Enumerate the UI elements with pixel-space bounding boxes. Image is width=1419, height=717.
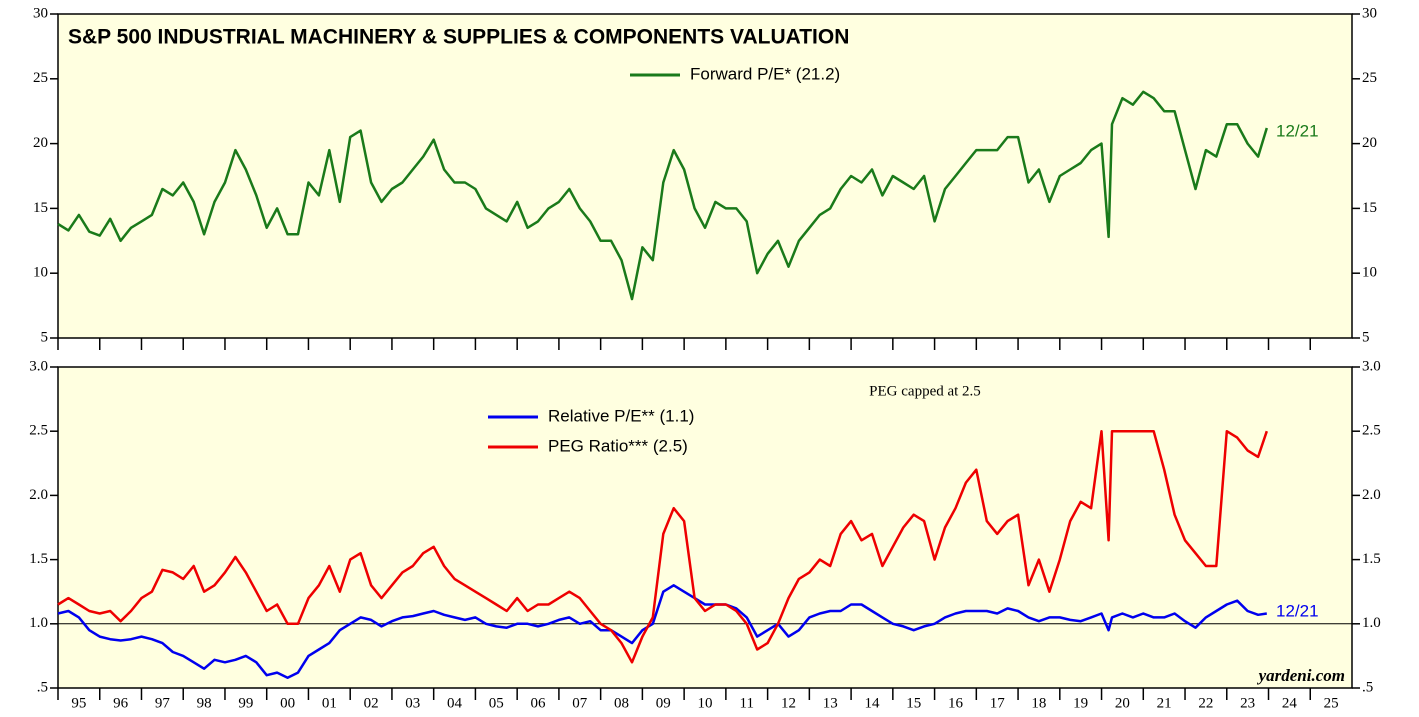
y-tick-label: 15 bbox=[1362, 200, 1377, 216]
x-tick-label: 12 bbox=[781, 695, 796, 711]
x-tick-label: 96 bbox=[113, 695, 129, 711]
y-tick-label: 1.0 bbox=[1362, 615, 1381, 631]
x-tick-label: 14 bbox=[864, 695, 880, 711]
y-tick-label: 2.0 bbox=[29, 487, 48, 503]
x-tick-label: 04 bbox=[447, 695, 463, 711]
x-tick-label: 06 bbox=[531, 695, 547, 711]
series-line bbox=[57, 584, 1267, 679]
x-tick-label: 19 bbox=[1073, 695, 1088, 711]
legend-label: Relative P/E** (1.1) bbox=[548, 406, 694, 425]
x-tick-label: 25 bbox=[1324, 695, 1339, 711]
y-tick-label: 20 bbox=[33, 135, 48, 151]
annotation: yardeni.com bbox=[1257, 666, 1345, 685]
x-tick-label: 15 bbox=[906, 695, 921, 711]
series-line bbox=[57, 429, 1268, 664]
x-tick-label: 10 bbox=[698, 695, 713, 711]
y-tick-label: 1.5 bbox=[29, 551, 48, 567]
annotation: PEG capped at 2.5 bbox=[869, 383, 981, 399]
plot-area bbox=[57, 366, 1353, 689]
x-tick-label: 13 bbox=[823, 695, 838, 711]
y-tick-label: 1.5 bbox=[1362, 551, 1381, 567]
y-tick-label: 10 bbox=[33, 265, 48, 281]
x-tick-label: 95 bbox=[71, 695, 86, 711]
y-tick-label: 1.0 bbox=[29, 615, 48, 631]
y-tick-label: 2.5 bbox=[29, 423, 48, 439]
x-tick-label: 07 bbox=[572, 695, 588, 711]
annotation: 12/21 bbox=[1276, 601, 1319, 620]
y-tick-label: 20 bbox=[1362, 135, 1377, 151]
legend-label: Forward P/E* (21.2) bbox=[690, 64, 840, 83]
y-tick-label: 2.5 bbox=[1362, 423, 1381, 439]
y-tick-label: 15 bbox=[33, 200, 48, 216]
y-tick-label: 3.0 bbox=[1362, 358, 1381, 374]
x-tick-label: 17 bbox=[990, 695, 1006, 711]
x-tick-label: 21 bbox=[1157, 695, 1172, 711]
chart-title: S&P 500 INDUSTRIAL MACHINERY & SUPPLIES … bbox=[68, 26, 849, 49]
y-tick-label: 5 bbox=[41, 329, 49, 345]
x-tick-label: 03 bbox=[405, 695, 420, 711]
y-tick-label: 2.0 bbox=[1362, 487, 1381, 503]
annotation: 12/21 bbox=[1276, 121, 1319, 140]
y-tick-label: 25 bbox=[33, 70, 48, 86]
x-tick-label: 08 bbox=[614, 695, 629, 711]
plot-area bbox=[57, 13, 1353, 339]
legend-label: PEG Ratio*** (2.5) bbox=[548, 436, 688, 455]
x-tick-label: 99 bbox=[238, 695, 253, 711]
y-tick-label: .5 bbox=[37, 679, 48, 695]
x-tick-label: 11 bbox=[740, 695, 754, 711]
x-tick-label: 02 bbox=[364, 695, 379, 711]
x-tick-label: 01 bbox=[322, 695, 337, 711]
y-tick-label: 30 bbox=[1362, 5, 1377, 21]
x-tick-label: 20 bbox=[1115, 695, 1130, 711]
x-tick-label: 22 bbox=[1198, 695, 1213, 711]
x-tick-label: 97 bbox=[155, 695, 171, 711]
x-tick-label: 16 bbox=[948, 695, 964, 711]
x-tick-label: 18 bbox=[1031, 695, 1046, 711]
y-tick-label: 25 bbox=[1362, 70, 1377, 86]
y-tick-label: .5 bbox=[1362, 679, 1373, 695]
series-line bbox=[57, 90, 1268, 301]
y-tick-label: 30 bbox=[33, 5, 48, 21]
x-tick-label: 09 bbox=[656, 695, 671, 711]
y-tick-label: 3.0 bbox=[29, 358, 48, 374]
x-tick-label: 05 bbox=[489, 695, 504, 711]
x-tick-label: 00 bbox=[280, 695, 295, 711]
x-tick-label: 24 bbox=[1282, 695, 1298, 711]
x-tick-label: 98 bbox=[197, 695, 212, 711]
y-tick-label: 5 bbox=[1362, 329, 1370, 345]
x-tick-label: 23 bbox=[1240, 695, 1255, 711]
y-tick-label: 10 bbox=[1362, 265, 1377, 281]
